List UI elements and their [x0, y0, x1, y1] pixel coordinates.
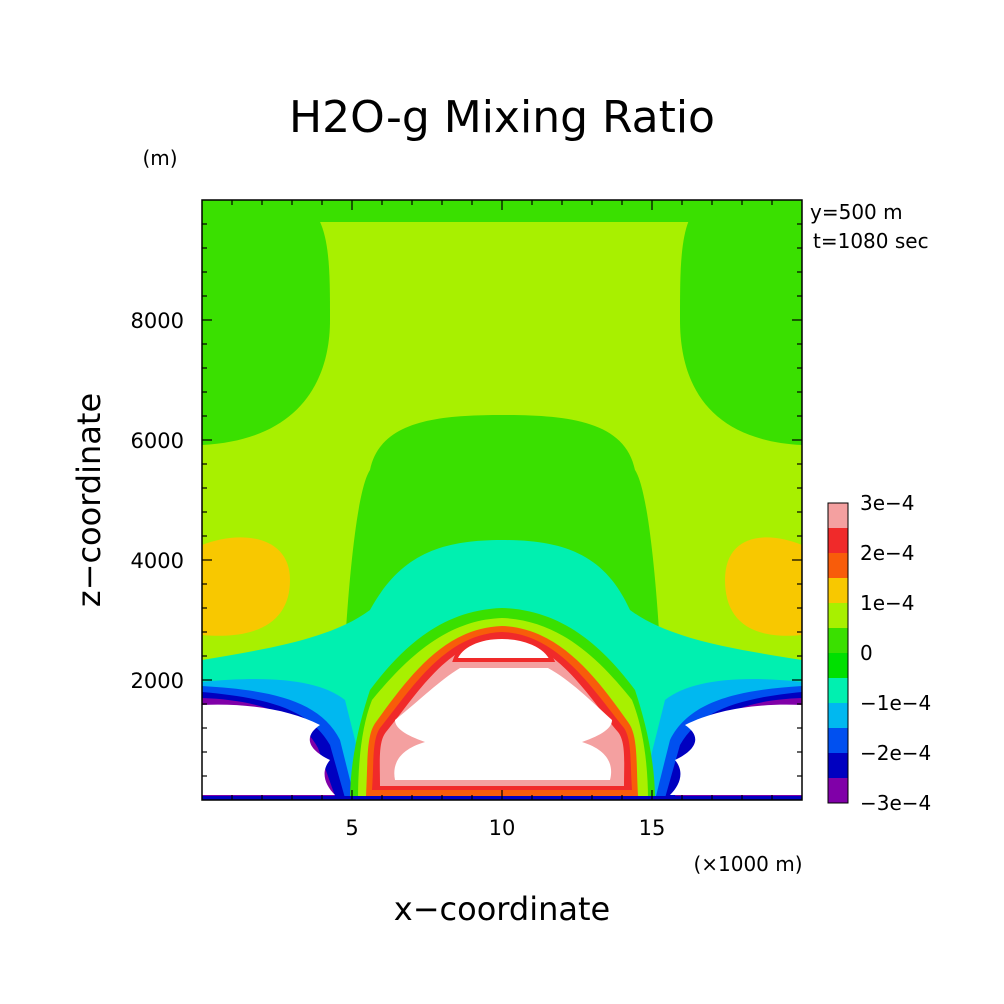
- colorbar-swatch: [828, 503, 848, 528]
- colorbar: 3e−4 2e−4 1e−4 0 −1e−4 −2e−4 −3e−4: [827, 491, 931, 815]
- colorbar-swatch: [828, 553, 848, 578]
- colorbar-frame: [827, 502, 849, 804]
- colorbar-label: 2e−4: [860, 541, 915, 565]
- y-axis-label: z−coordinate: [70, 393, 108, 607]
- colorbar-label: 3e−4: [860, 491, 915, 515]
- field-cell-center: [394, 668, 612, 780]
- field-upper-left: [202, 200, 330, 445]
- field-upper-right: [680, 200, 802, 445]
- field-cell-left: [202, 704, 335, 795]
- x-tick-label: 10: [489, 816, 516, 840]
- field-bulge-left: [202, 537, 290, 636]
- x-unit-label: (×1000 m): [693, 852, 802, 876]
- field-bulge-right: [725, 537, 802, 636]
- chart-title: H2O-g Mixing Ratio: [289, 92, 715, 143]
- colorbar-label: −1e−4: [860, 691, 931, 715]
- colorbar-swatch: [828, 578, 848, 603]
- colorbar-label: 0: [860, 641, 873, 665]
- contour-field: [202, 200, 802, 800]
- colorbar-swatch: [828, 778, 848, 803]
- colorbar-swatch: [828, 528, 848, 553]
- colorbar-swatch: [828, 628, 848, 653]
- tick-labels: 5 10 15 2000 4000 6000 8000: [131, 309, 666, 840]
- y-tick-label: 4000: [131, 549, 184, 573]
- y-tick-label: 8000: [131, 309, 184, 333]
- y-unit-label: (m): [142, 146, 177, 170]
- field-upper-top: [300, 200, 720, 222]
- field-cell-top: [452, 634, 556, 662]
- x-tick-label: 15: [639, 816, 666, 840]
- x-tick-label: 5: [345, 816, 358, 840]
- colorbar-swatch: [828, 703, 848, 728]
- colorbar-swatch: [828, 753, 848, 778]
- y-tick-label: 6000: [131, 429, 184, 453]
- annotation-y: y=500 m: [810, 200, 903, 224]
- colorbar-swatch: [828, 728, 848, 753]
- field-cell-right: [670, 704, 802, 795]
- y-tick-label: 2000: [131, 669, 184, 693]
- colorbar-swatch: [828, 603, 848, 628]
- colorbar-swatch: [828, 653, 848, 678]
- colorbar-label: −3e−4: [860, 791, 931, 815]
- tick-marks: [202, 200, 802, 800]
- colorbar-swatch: [828, 678, 848, 703]
- colorbar-label: 1e−4: [860, 591, 915, 615]
- x-axis-label: x−coordinate: [394, 890, 610, 928]
- colorbar-label: −2e−4: [860, 741, 931, 765]
- annotation-t: t=1080 sec: [813, 229, 929, 253]
